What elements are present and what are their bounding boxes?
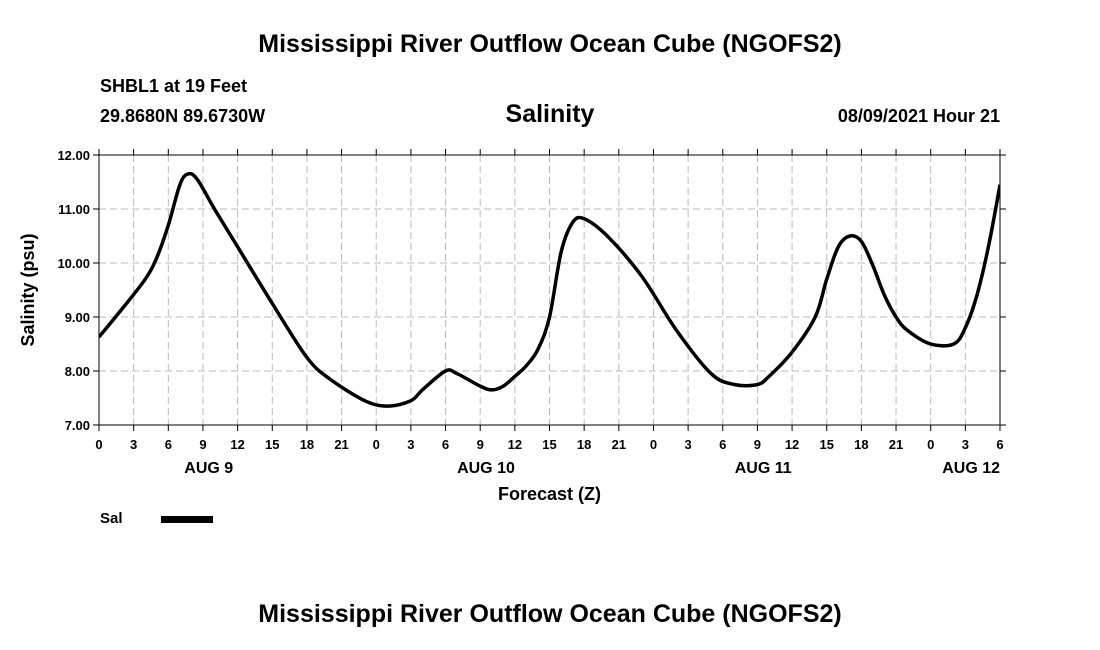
x-tick-label: 15 — [542, 437, 556, 452]
x-tick-label: 18 — [854, 437, 868, 452]
legend-line-swatch — [161, 516, 213, 523]
x-tick-label: 0 — [650, 437, 657, 452]
series-line-sal — [99, 171, 1000, 408]
x-tick-label: 9 — [754, 437, 761, 452]
day-label: AUG 9 — [184, 460, 233, 477]
datetime-label: 08/09/2021 Hour 21 — [837, 106, 1000, 126]
x-tick-label: 6 — [996, 437, 1003, 452]
x-tick-label: 3 — [962, 437, 969, 452]
legend-label: Sal — [100, 510, 123, 527]
x-tick-label: 18 — [577, 437, 591, 452]
x-tick-label: 3 — [130, 437, 137, 452]
x-tick-label: 3 — [684, 437, 691, 452]
x-tick-label: 21 — [334, 437, 348, 452]
x-tick-label: 12 — [230, 437, 244, 452]
x-tick-label: 3 — [407, 437, 414, 452]
x-tick-label: 6 — [165, 437, 172, 452]
day-label: AUG 11 — [735, 460, 792, 477]
y-axis-title: Salinity (psu) — [18, 233, 38, 346]
plot-frame — [98, 154, 1001, 426]
x-tick-label: 21 — [612, 437, 626, 452]
y-tick-label: 9.00 — [65, 310, 90, 325]
x-tick-label: 18 — [300, 437, 314, 452]
x-tick-label: 12 — [785, 437, 799, 452]
x-tick-label: 15 — [819, 437, 833, 452]
top-title: Mississippi River Outflow Ocean Cube (NG… — [258, 30, 842, 58]
y-tick-label: 8.00 — [65, 364, 90, 379]
x-tick-label: 0 — [373, 437, 380, 452]
day-label: AUG 10 — [457, 460, 515, 477]
x-tick-label: 6 — [442, 437, 449, 452]
station-label: SHBL1 at 19 Feet — [100, 76, 248, 96]
x-tick-label: 0 — [927, 437, 934, 452]
x-tick-label: 12 — [508, 437, 522, 452]
y-tick-label: 10.00 — [57, 256, 90, 271]
day-label: AUG 12 — [942, 460, 1000, 477]
x-tick-label: 0 — [95, 437, 102, 452]
x-tick-label: 21 — [889, 437, 903, 452]
x-axis-title: Forecast (Z) — [498, 484, 601, 504]
y-tick-label: 11.00 — [58, 202, 90, 217]
x-tick-label: 9 — [199, 437, 206, 452]
bottom-title: Mississippi River Outflow Ocean Cube (NG… — [258, 600, 842, 628]
y-tick-label: 7.00 — [65, 418, 90, 433]
x-tick-label: 6 — [719, 437, 726, 452]
y-tick-label: 12.00 — [57, 148, 90, 163]
chart-title: Salinity — [505, 100, 595, 128]
coordinates-label: 29.8680N 89.6730W — [100, 106, 266, 126]
x-tick-label: 9 — [477, 437, 484, 452]
x-tick-label: 15 — [265, 437, 279, 452]
